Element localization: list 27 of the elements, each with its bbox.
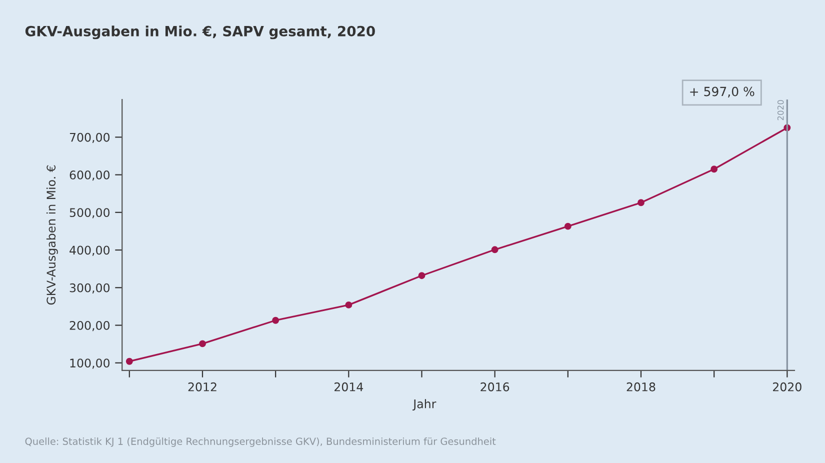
point: [272, 316, 280, 324]
text: + 597,0 %: [690, 86, 754, 98]
x-tick-label: 2014: [334, 382, 364, 392]
point: [345, 301, 352, 308]
x-tick-label: 2020: [773, 382, 802, 392]
y-tick-label: 400,00: [70, 246, 110, 256]
y-tick-label: 300,00: [70, 283, 110, 294]
y-tick-label: 700,00: [70, 132, 110, 144]
point: [564, 222, 572, 230]
source-note: Quelle: Statistik KJ 1 (Endgültige Rechnungsergebnisse GKV), Bundesministerium für Gesundheit: [25, 437, 496, 447]
y-tick-label: 600,00: [70, 170, 110, 181]
y-axis-title: GKV-Ausgaben in Mio. €: [46, 165, 58, 305]
point: [491, 246, 498, 254]
x-tick-label: 2012: [188, 382, 216, 392]
point: [638, 199, 644, 206]
y-tick-label: 500,00: [70, 208, 110, 218]
x-tick-label: 2016: [480, 382, 510, 392]
y-tick-label: 200,00: [70, 320, 110, 332]
x-axis-title: Jahr: [412, 399, 436, 411]
point: [418, 272, 426, 280]
x-tick-label: 2018: [626, 382, 656, 392]
chart-title: GKV-Ausgaben in Mio. €, SAPV gesamt, 2020: [25, 26, 375, 40]
point: [199, 340, 206, 348]
point: [126, 358, 133, 365]
y-tick-label: 100,00: [70, 358, 110, 369]
ref-line-label: 2020: [777, 100, 784, 120]
point: [710, 166, 718, 173]
